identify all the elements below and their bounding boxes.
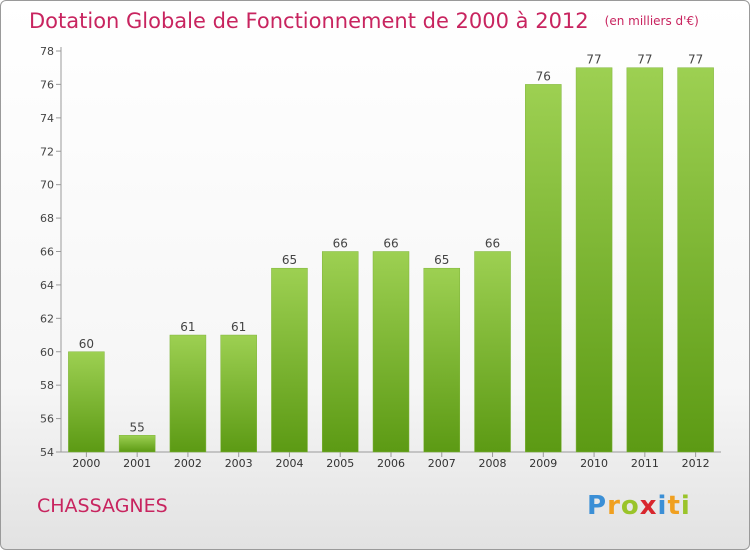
x-tick-label: 2011 (631, 457, 659, 470)
bar (118, 435, 156, 453)
data-label: 61 (180, 320, 195, 334)
x-tick-label: 2004 (275, 457, 303, 470)
y-tick-label: 72 (40, 145, 54, 158)
bar (423, 267, 461, 453)
data-label: 66 (383, 237, 398, 251)
x-tick-label: 2008 (479, 457, 507, 470)
bar (677, 67, 714, 453)
chart-axes: 54 56 58 60 62 64 66 68 70 72 74 76 78 2000 2001 2002 20… (40, 45, 721, 470)
x-tick-label: 2007 (428, 457, 456, 470)
bar (68, 351, 105, 453)
y-tick-label: 70 (40, 179, 54, 192)
data-label: 77 (637, 53, 652, 67)
x-tick-label: 2001 (123, 457, 151, 470)
chart-unit: (en milliers d'€) (604, 14, 699, 28)
logo-letter: i (680, 491, 691, 521)
bar (169, 334, 207, 453)
y-tick-label: 68 (40, 212, 54, 225)
x-tick-label: 2003 (225, 457, 253, 470)
bar-series (68, 67, 714, 453)
logo-letter: r (607, 491, 621, 521)
data-label: 65 (282, 253, 297, 267)
data-label: 65 (434, 253, 449, 267)
y-tick-label: 74 (40, 112, 54, 125)
x-tick-label: 2010 (580, 457, 608, 470)
chart-title: Dotation Globale de Fonctionnement de 20… (29, 9, 699, 33)
x-tick-label: 2005 (326, 457, 354, 470)
data-label: 60 (79, 337, 94, 351)
logo-letter: i (657, 491, 668, 521)
y-tick-label: 60 (40, 346, 54, 359)
x-tick-label: 2002 (174, 457, 202, 470)
data-labels: 60 55 61 61 65 66 66 65 66 76 77 77 77 (79, 53, 704, 435)
y-tick-label: 54 (40, 446, 54, 459)
bar (474, 251, 511, 453)
bar (525, 84, 562, 453)
y-tick-label: 56 (40, 413, 54, 426)
bar (372, 251, 410, 453)
chart-title-text: Dotation Globale de Fonctionnement de 20… (29, 9, 589, 33)
y-tick-label: 64 (40, 279, 54, 292)
bar (220, 334, 257, 453)
x-tick-label: 2009 (529, 457, 557, 470)
data-label: 76 (536, 69, 551, 83)
y-tick-label: 76 (40, 78, 54, 91)
logo-letter: P (587, 491, 608, 521)
bar (575, 67, 613, 453)
data-label: 66 (333, 237, 348, 251)
bar (626, 67, 664, 453)
logo-letter: t (667, 491, 681, 521)
data-label: 77 (586, 53, 601, 67)
x-tick-label: 2000 (72, 457, 100, 470)
data-label: 61 (231, 320, 246, 334)
bar (271, 267, 308, 453)
logo-letter: x (639, 491, 658, 521)
data-label: 55 (130, 420, 145, 434)
x-tick-label: 2006 (377, 457, 405, 470)
data-label: 66 (485, 237, 500, 251)
y-tick-label: 58 (40, 379, 54, 392)
bar (321, 251, 359, 453)
y-tick-label: 78 (40, 45, 54, 58)
x-tick-label: 2012 (682, 457, 710, 470)
y-tick-label: 62 (40, 312, 54, 325)
data-label: 77 (688, 53, 703, 67)
y-tick-label: 66 (40, 246, 54, 259)
proxiti-logo: Proxiti (587, 491, 691, 521)
logo-letter: o (620, 491, 640, 521)
commune-name: CHASSAGNES (37, 495, 168, 517)
